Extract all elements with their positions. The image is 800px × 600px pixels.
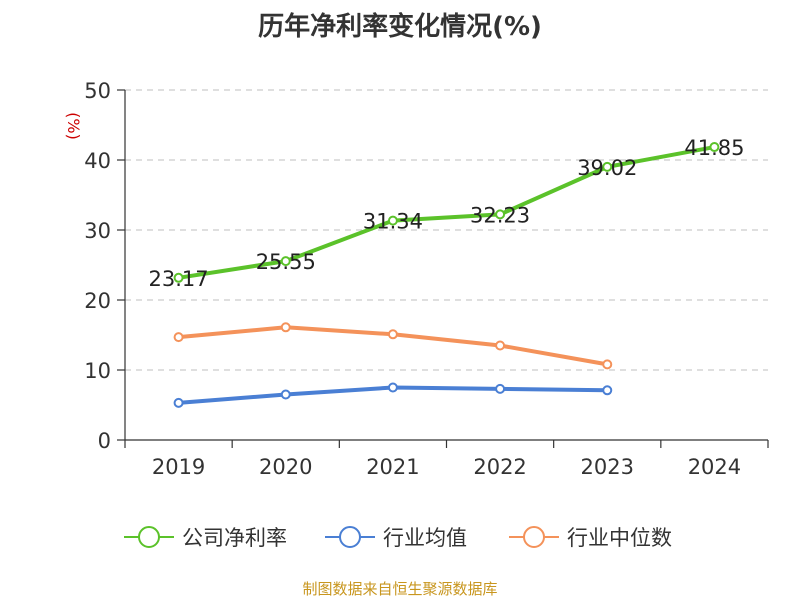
data-label: 39.02 <box>577 156 637 180</box>
legend-label[interactable]: 行业中位数 <box>567 526 672 550</box>
legend-marker[interactable] <box>339 526 361 548</box>
data-point <box>173 272 184 283</box>
y-tick-label: 0 <box>98 429 111 453</box>
data-label: 31.34 <box>363 210 423 234</box>
y-tick-label: 20 <box>84 289 111 313</box>
data-point <box>602 385 613 396</box>
data-label: 32.23 <box>470 203 530 227</box>
x-tick-label: 2024 <box>688 455 741 479</box>
legend-label[interactable]: 公司净利率 <box>182 526 287 550</box>
axes: 0 10 20 30 40 50 2019 2020 2021 2022 2023 2024 <box>84 79 769 479</box>
data-point <box>387 329 398 340</box>
x-tick-label: 2019 <box>152 455 205 479</box>
chart-title: 历年净利率变化情况(%) <box>258 12 542 42</box>
data-point <box>173 332 184 343</box>
data-label: 25.55 <box>256 250 316 274</box>
x-tick-label: 2023 <box>581 455 634 479</box>
data-point <box>280 389 291 400</box>
data-point <box>709 142 720 153</box>
data-point <box>387 215 398 226</box>
series-line <box>178 145 715 280</box>
y-tick-label: 30 <box>84 219 111 243</box>
y-tick-label: 10 <box>84 359 111 383</box>
data-label: 41.85 <box>684 136 744 160</box>
data-point <box>602 359 613 370</box>
data-point <box>280 322 291 333</box>
data-point <box>387 382 398 393</box>
data-point <box>173 397 184 408</box>
x-tick-label: 2022 <box>473 455 526 479</box>
legend-marker[interactable] <box>523 526 545 548</box>
legend: 公司净利率 行业均值 行业中位数 <box>124 526 672 550</box>
data-point <box>495 209 506 220</box>
y-tick-label: 40 <box>84 149 111 173</box>
x-tick-label: 2020 <box>259 455 312 479</box>
legend-label[interactable]: 行业均值 <box>383 526 467 550</box>
series: 23.17 25.55 31.34 32.23 39.02 41.85 <box>149 136 744 408</box>
data-point <box>602 161 613 172</box>
data-label: 23.17 <box>149 267 209 291</box>
data-point <box>495 340 506 351</box>
y-axis-label: (%) <box>64 112 83 140</box>
data-point <box>280 256 291 267</box>
y-tick-label: 50 <box>84 79 111 103</box>
legend-marker[interactable] <box>138 526 160 548</box>
data-point <box>495 383 506 394</box>
x-tick-label: 2021 <box>366 455 419 479</box>
grid-lines <box>125 89 768 371</box>
source-note: 制图数据来自恒生聚源数据库 <box>302 580 498 598</box>
